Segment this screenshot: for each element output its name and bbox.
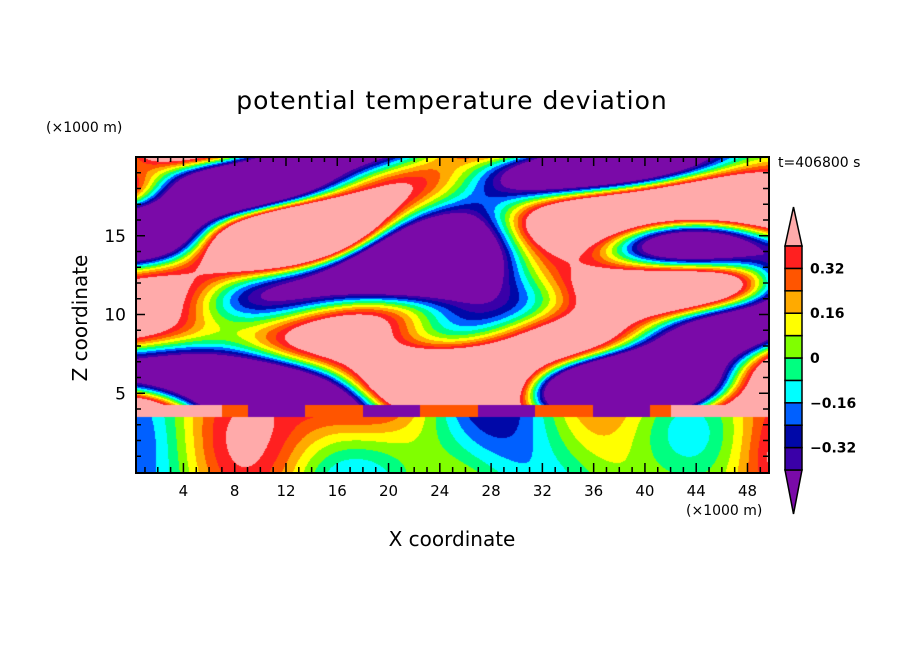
x-tick-label: 36 [584,482,603,500]
x-tick-label: 20 [379,482,398,500]
x-axis-label: X coordinate [388,527,516,551]
x-tick-label: 40 [635,482,654,500]
colorbar-swatch [784,424,803,449]
x-axis-unit: (×1000 m) [686,503,763,519]
x-tick-label: 32 [533,482,552,500]
colorbar-label: 0 [810,351,820,367]
y-tick-label: 10 [104,306,126,326]
x-tick-label: 12 [276,482,295,500]
colorbar-swatch [784,245,803,270]
contour-field [136,157,768,472]
x-tick-label: 28 [482,482,501,500]
y-axis-label: Z coordinate [68,254,92,382]
y-tick-label: 5 [115,384,126,404]
colorbar-label: 0.16 [810,306,845,322]
colorbar-swatch [784,357,803,382]
y-tick-label: 15 [104,227,126,247]
colorbar-extend-bottom [784,469,803,515]
x-tick-label: 8 [230,482,240,500]
colorbar-label: −0.16 [810,396,856,412]
x-tick-label: 4 [179,482,189,500]
colorbar-swatch [784,446,803,471]
y-axis-unit: (×1000 m) [46,120,123,136]
chart-title: potential temperature deviation [236,86,668,115]
x-tick-label: 44 [687,482,706,500]
colorbar-swatch [784,379,803,404]
colorbar-label: −0.32 [810,441,856,457]
colorbar-swatch [784,312,803,337]
time-label: t=406800 s [778,155,861,171]
colorbar-swatch [784,290,803,314]
colorbar-swatch [784,402,803,426]
colorbar-label: 0.32 [810,261,845,277]
colorbar-extend-top [784,206,803,247]
colorbar-swatch [784,334,803,359]
colorbar-swatch [784,267,803,292]
x-tick-label: 24 [430,482,449,500]
x-tick-label: 48 [738,482,757,500]
x-tick-label: 16 [328,482,347,500]
